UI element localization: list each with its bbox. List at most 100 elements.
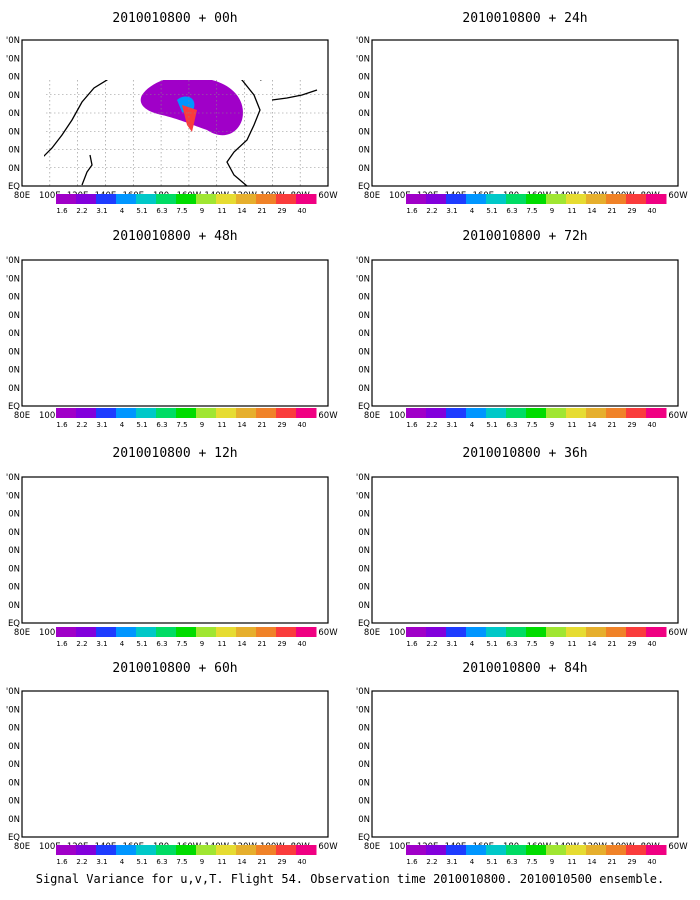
- colorbar-label: 4: [470, 858, 475, 866]
- coastline: [382, 477, 672, 623]
- colorbar-label: 7.5: [176, 207, 187, 215]
- variance-field: [262, 751, 328, 801]
- colorbar-label: 29: [278, 858, 287, 866]
- colorbar-label: 7.5: [176, 858, 187, 866]
- variance-field: [392, 280, 678, 340]
- variance-field: [522, 490, 672, 512]
- lon-tick-label: 100E: [389, 628, 411, 638]
- lat-tick-label: '0N: [6, 274, 20, 284]
- colorbar-label: 3.1: [96, 640, 107, 648]
- lat-tick-label: 0N: [358, 601, 370, 611]
- colorbar-label: 21: [608, 421, 617, 429]
- colorbar-label: 29: [278, 207, 287, 215]
- colorbar-label: 29: [628, 640, 637, 648]
- colorbar-label: 11: [218, 207, 227, 215]
- variance-field: [22, 710, 328, 811]
- lon-tick-label: 60W: [668, 628, 688, 638]
- lat-tick-label: 0N: [8, 127, 20, 137]
- colorbar-label: 3.1: [96, 421, 107, 429]
- lat-tick-label: 0N: [358, 742, 370, 752]
- lat-tick-label: 0N: [358, 546, 370, 556]
- lon-tick-label: 80E: [364, 191, 380, 201]
- colorbar-label: 1.6: [56, 421, 68, 429]
- coastline: [382, 260, 672, 406]
- variance-field: [382, 705, 678, 771]
- colorbar-label: 1.6: [56, 640, 68, 648]
- lat-tick-label: EQ: [358, 619, 370, 629]
- colorbar-label: 6.3: [156, 421, 167, 429]
- lat-tick-label: EQ: [8, 402, 20, 412]
- variance-field: [372, 691, 678, 837]
- colorbar-label: 6.3: [506, 207, 517, 215]
- lat-tick-label: '0N: [6, 491, 20, 501]
- lon-tick-label: 100E: [39, 191, 61, 201]
- lat-tick-label: 0N: [8, 366, 20, 376]
- colorbar-label: 14: [588, 207, 597, 215]
- lon-tick-label: 80E: [364, 628, 380, 638]
- colorbar-label: 6.3: [506, 640, 517, 648]
- variance-field: [99, 477, 328, 573]
- lon-tick-label: 100E: [389, 842, 411, 852]
- colorbar-label: 14: [238, 858, 247, 866]
- lon-tick-label: 60W: [668, 842, 688, 852]
- lat-tick-label: 0N: [358, 293, 370, 303]
- colorbar-label: 9: [550, 421, 554, 429]
- colorbar-label: 4: [470, 640, 475, 648]
- variance-field: [562, 702, 617, 712]
- colorbar: 1.6 2.2 3.1 4 5.1 6.3 7.5 9 11 14 21 29 40: [56, 194, 317, 215]
- colorbar-label: 9: [200, 207, 204, 215]
- variance-field: [382, 40, 678, 150]
- variance-field: [532, 266, 613, 288]
- lat-tick-label: '0N: [6, 54, 20, 64]
- colorbar-label: 7.5: [526, 858, 537, 866]
- lat-tick-label: 0N: [8, 91, 20, 101]
- colorbar-label: 11: [218, 640, 227, 648]
- colorbar-label: 2.2: [426, 207, 437, 215]
- colorbar-label: 5.1: [136, 421, 147, 429]
- colorbar-label: 29: [278, 640, 287, 648]
- colorbar-label: 6.3: [506, 421, 517, 429]
- lat-tick-label: 0N: [358, 583, 370, 593]
- colorbar-label: 6.3: [156, 640, 167, 648]
- colorbar-label: 9: [550, 207, 554, 215]
- lat-tick-label: '0N: [356, 274, 370, 284]
- colorbar-label: 3.1: [96, 858, 107, 866]
- colorbar-label: 14: [588, 640, 597, 648]
- colorbar-label: 5.1: [136, 640, 147, 648]
- lat-tick-label: 0N: [8, 564, 20, 574]
- coastline: [32, 260, 322, 406]
- map-panel: 2010010800 + 24h80E100E120E140E160E18016…: [356, 11, 688, 215]
- colorbar-label: 2.2: [76, 207, 87, 215]
- colorbar-label: 4: [120, 421, 125, 429]
- lat-tick-label: 0N: [358, 724, 370, 734]
- panel-title: 2010010800 + 00h: [112, 11, 237, 26]
- lat-tick-label: 0N: [8, 384, 20, 394]
- colorbar-label: 7.5: [176, 421, 187, 429]
- panel-title: 2010010800 + 72h: [462, 229, 587, 244]
- colorbar-label: 5.1: [136, 858, 147, 866]
- lat-tick-label: '0N: [356, 687, 370, 697]
- lon-tick-label: 60W: [668, 411, 688, 421]
- colorbar-label: 1.6: [56, 207, 68, 215]
- colorbar-label: 3.1: [446, 858, 457, 866]
- lat-tick-label: '0N: [356, 256, 370, 266]
- figure-caption: Signal Variance for u,v,T. Flight 54. Ob…: [35, 872, 665, 886]
- colorbar-label: 3.1: [446, 207, 457, 215]
- panel-title: 2010010800 + 60h: [112, 661, 237, 676]
- colorbar-label: 29: [278, 421, 287, 429]
- colorbar-label: 4: [470, 207, 475, 215]
- colorbar-label: 29: [628, 421, 637, 429]
- lat-tick-label: EQ: [358, 833, 370, 843]
- colorbar-label: 7.5: [526, 640, 537, 648]
- colorbar-label: 4: [470, 421, 475, 429]
- lon-tick-label: 60W: [318, 842, 338, 852]
- variance-field: [182, 105, 197, 132]
- lat-tick-label: EQ: [8, 182, 20, 192]
- lat-tick-label: EQ: [358, 182, 370, 192]
- lat-tick-label: 0N: [8, 546, 20, 556]
- variance-field: [627, 295, 672, 325]
- lat-tick-label: 0N: [358, 127, 370, 137]
- lat-tick-label: 0N: [358, 528, 370, 538]
- colorbar-label: 21: [258, 421, 267, 429]
